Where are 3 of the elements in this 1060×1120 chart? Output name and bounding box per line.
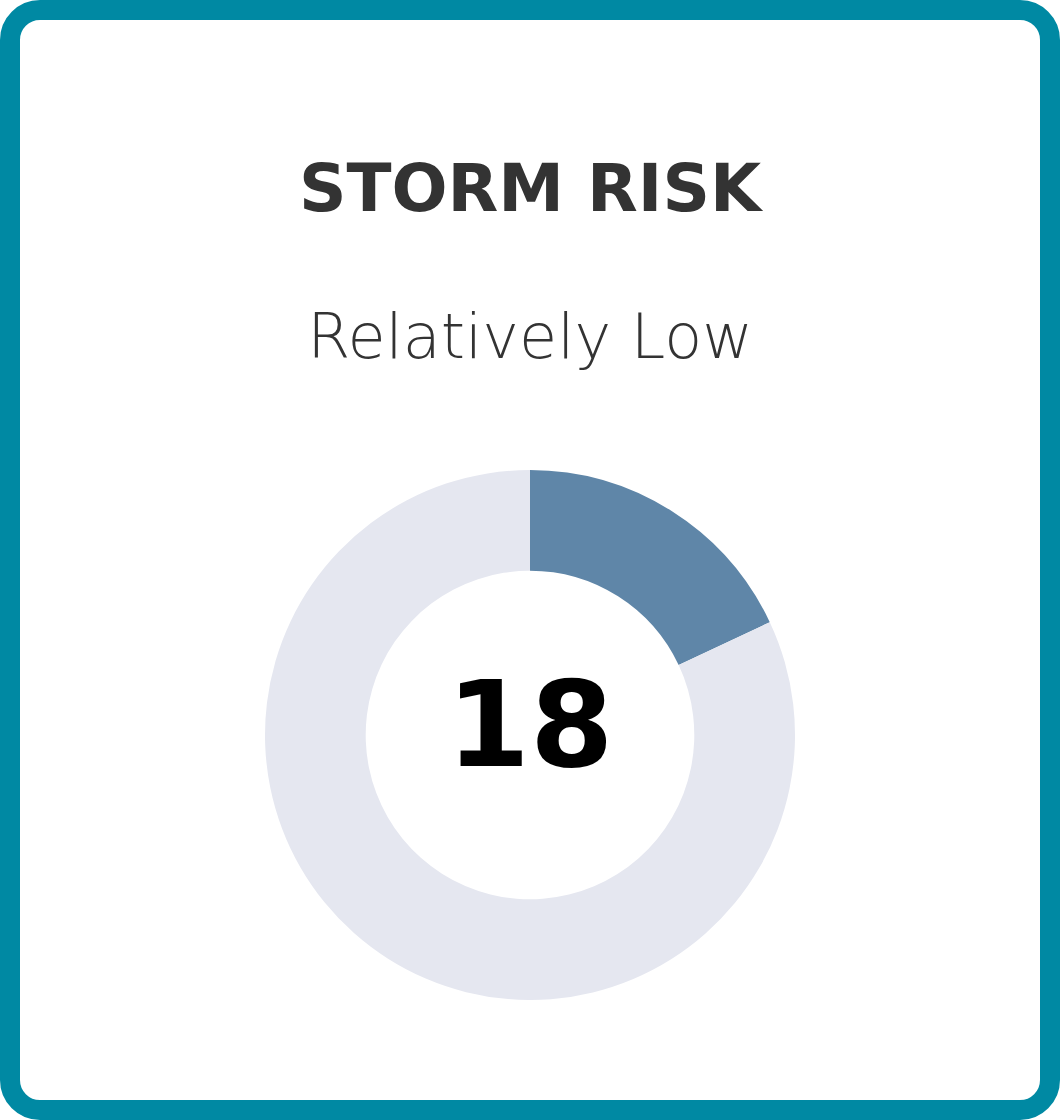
text: 18: [446, 655, 614, 795]
chart-subtitle: Relatively Low: [306, 300, 754, 373]
chart-title: STORM RISK: [297, 150, 764, 227]
